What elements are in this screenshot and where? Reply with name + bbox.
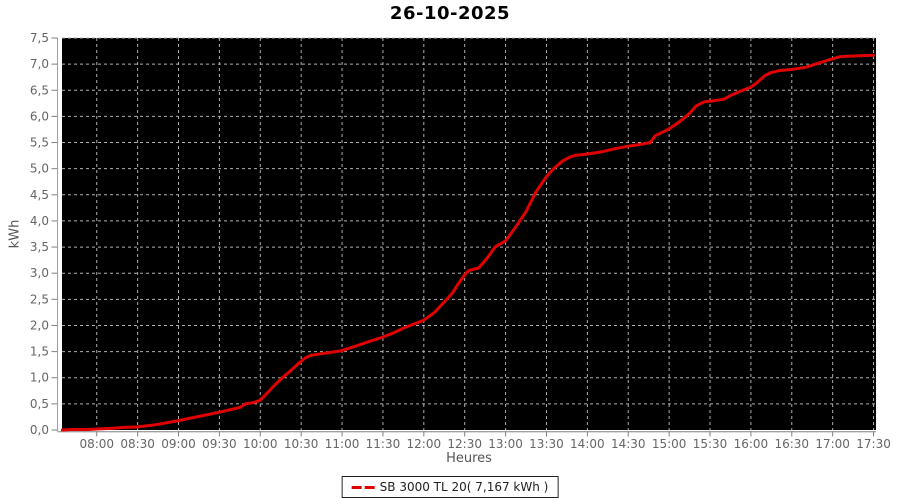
y-tick-label: 0,0 — [30, 423, 49, 437]
x-tick-label: 10:00 — [243, 437, 278, 451]
x-tick-label: 13:30 — [529, 437, 564, 451]
y-ticks — [51, 37, 58, 431]
x-tick-label: 14:00 — [570, 437, 605, 451]
y-tick-label: 6,5 — [30, 83, 49, 97]
y-tick-label: 2,0 — [30, 318, 49, 332]
y-tick-label: 1,5 — [30, 345, 49, 359]
grid-vertical — [96, 38, 875, 430]
x-tick-label: 15:00 — [652, 437, 687, 451]
y-tick-label: 5,0 — [30, 162, 49, 176]
x-tick-label: 10:30 — [284, 437, 319, 451]
x-tick-labels: 08:00 08:30 09:00 09:30 10:00 10:30 11:00 11:30… — [79, 437, 890, 451]
legend-dash-icon — [351, 485, 362, 489]
x-tick-label: 11:00 — [325, 437, 360, 451]
y-tick-label: 0,5 — [30, 397, 49, 411]
y-tick-label: 2,5 — [30, 292, 49, 306]
x-ticks — [96, 431, 875, 437]
y-axis-title: kWh — [7, 219, 23, 249]
plot-background — [62, 38, 876, 430]
y-tick-label: 7,5 — [30, 31, 49, 45]
x-tick-label: 16:00 — [734, 437, 769, 451]
x-tick-label: 09:30 — [202, 437, 237, 451]
x-tick-label: 16:30 — [774, 437, 809, 451]
x-tick-label: 12:00 — [407, 437, 442, 451]
x-tick-label: 17:30 — [856, 437, 891, 451]
legend-series-label: SB 3000 TL 20( 7,167 kWh ) — [379, 480, 549, 494]
x-tick-label: 08:30 — [120, 437, 155, 451]
x-tick-label: 17:00 — [815, 437, 850, 451]
y-tick-label: 7,0 — [30, 57, 49, 71]
chart-title: 26-10-2025 — [389, 3, 511, 24]
y-tick-label: 3,5 — [30, 240, 49, 254]
x-tick-label: 14:30 — [611, 437, 646, 451]
legend-line-sample-icon — [351, 485, 375, 489]
y-tick-label: 1,0 — [30, 371, 49, 385]
y-tick-label: 3,0 — [30, 266, 49, 280]
y-tick-label: 4,0 — [30, 214, 49, 228]
series-line-sb-3000-tl-20 — [60, 53, 875, 432]
x-tick-label: 12:30 — [447, 437, 482, 451]
x-axis-title: Heures — [446, 451, 492, 466]
y-tick-label: 5,5 — [30, 136, 49, 150]
y-tick-label: 4,5 — [30, 188, 49, 202]
legend-dash-icon — [364, 485, 375, 489]
x-tick-label: 11:30 — [366, 437, 401, 451]
x-tick-label: 15:30 — [693, 437, 728, 451]
y-tick-label: 6,0 — [30, 109, 49, 123]
y-tick-labels: 0,0 0,5 1,0 1,5 2,0 2,5 3,0 3,5 4,0 4,5 5,0 5,5 6,0 6… — [30, 31, 49, 437]
x-tick-label: 08:00 — [79, 437, 114, 451]
x-tick-label: 13:00 — [488, 437, 523, 451]
x-tick-label: 09:00 — [161, 437, 196, 451]
legend: SB 3000 TL 20( 7,167 kWh ) — [341, 476, 559, 498]
